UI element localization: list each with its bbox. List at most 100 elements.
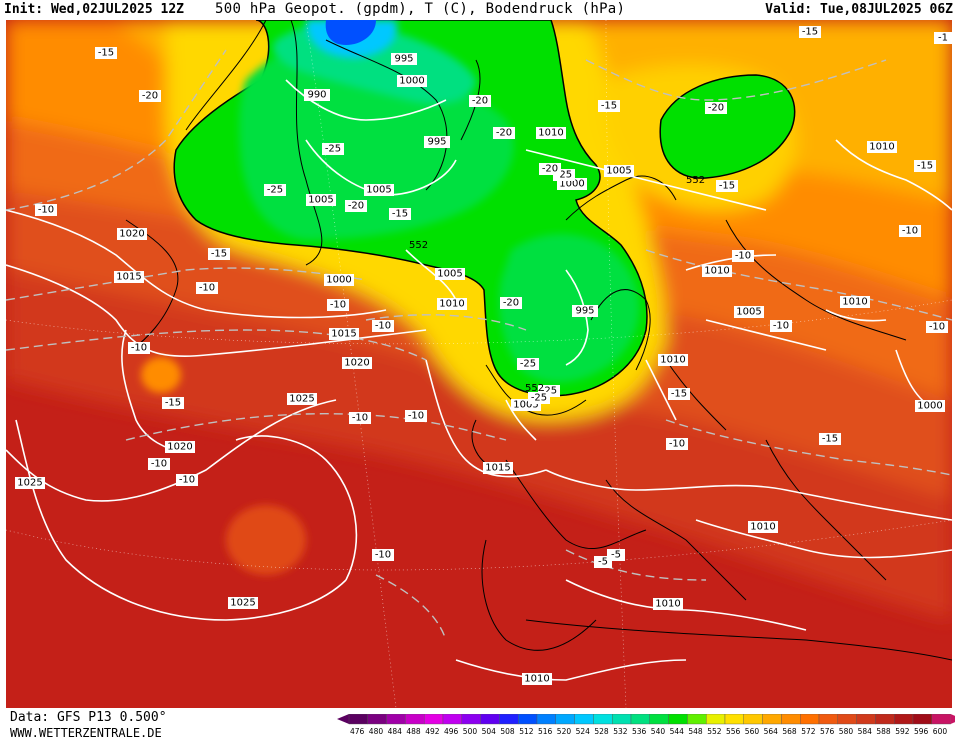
pressure-label: 1005	[734, 306, 764, 318]
svg-text:-10: -10	[735, 251, 751, 262]
colorbar-cell	[912, 714, 932, 725]
svg-text:-15: -15	[802, 27, 818, 38]
svg-text:-20: -20	[496, 128, 512, 139]
temperature-label: -10	[349, 412, 371, 424]
temperature-label: -25	[528, 392, 550, 404]
colorbar-tick-label: 476	[350, 727, 365, 736]
pressure-label: 1005	[364, 184, 394, 196]
svg-text:-5: -5	[611, 550, 621, 561]
pressure-label: 1000	[397, 75, 427, 87]
temperature-label: -15	[716, 180, 738, 192]
colorbar-cell	[687, 714, 707, 725]
temperature-label: -5	[594, 556, 612, 568]
pressure-label: 1010	[702, 265, 732, 277]
svg-text:-15: -15	[98, 48, 114, 59]
colorbar-tick-label: 572	[801, 727, 816, 736]
pressure-label: 1010	[536, 127, 566, 139]
pressure-label: 1020	[117, 228, 147, 240]
pressure-label: 995	[391, 53, 417, 65]
height-label: 552	[686, 175, 705, 186]
svg-text:1010: 1010	[869, 142, 894, 153]
colorbar-tick-label: 504	[482, 727, 497, 736]
temperature-label: -10	[35, 204, 57, 216]
svg-text:-25: -25	[267, 185, 283, 196]
pressure-label: 1010	[653, 598, 683, 610]
pressure-label: 1010	[748, 521, 778, 533]
colorbar-tick-label: 528	[594, 727, 609, 736]
svg-text:995: 995	[394, 54, 413, 65]
isobars	[6, 79, 952, 681]
map-canvas: 995 990 1000 995 1005 1005 1010 1005 100…	[6, 20, 952, 708]
colorbar-cell	[574, 714, 594, 725]
temperature-label: -15	[799, 26, 821, 38]
header-bar: Init: Wed,02JUL2025 12Z 500 hPa Geopot. …	[0, 0, 959, 20]
svg-text:995: 995	[575, 306, 594, 317]
pressure-label: 1020	[165, 441, 195, 453]
color-legend: 476 480 484 488 492 496 500 504 508 512 516 520 524 5…	[337, 714, 955, 736]
temperature-label: -15	[95, 47, 117, 59]
svg-text:1025: 1025	[289, 394, 314, 405]
colorbar-cell	[743, 714, 763, 725]
colorbar-tick-label: 580	[839, 727, 854, 736]
svg-text:1020: 1020	[344, 358, 369, 369]
svg-text:1000: 1000	[917, 401, 942, 412]
svg-text:1005: 1005	[513, 400, 538, 411]
colorbar-cell	[461, 714, 481, 725]
colorbar-cell	[931, 714, 951, 725]
colorbar-tick-label: 592	[895, 727, 910, 736]
svg-text:-10: -10	[773, 321, 789, 332]
svg-text:995: 995	[427, 137, 446, 148]
colorbar-tick-label: 564	[764, 727, 779, 736]
pressure-label: 1015	[483, 462, 513, 474]
svg-text:1005: 1005	[736, 307, 761, 318]
svg-text:1005: 1005	[366, 185, 391, 196]
colorbar-cell	[423, 714, 444, 725]
colorbar-tick-label: 576	[820, 727, 835, 736]
svg-text:-25: -25	[531, 393, 547, 404]
temperature-label: -20	[705, 102, 727, 114]
pressure-label: 990	[304, 89, 330, 101]
height-label: 552	[409, 240, 428, 251]
colorbar-cell	[367, 714, 387, 725]
colorbar-tick-label: 512	[519, 727, 534, 736]
pressure-label: 1015	[114, 271, 144, 283]
colorbar-cell	[762, 714, 782, 725]
colorbar-cell	[612, 714, 632, 725]
svg-text:-20: -20	[542, 164, 558, 175]
colorbar-cell	[706, 714, 726, 725]
init-time: Init: Wed,02JUL2025 12Z	[4, 2, 185, 17]
svg-text:1025: 1025	[230, 598, 255, 609]
colorbar-tick-label: 532	[613, 727, 628, 736]
svg-text:1020: 1020	[167, 442, 192, 453]
pressure-label-layer: 995 990 1000 995 1005 1005 1010 1005 100…	[15, 53, 945, 685]
pressure-label: 995	[424, 136, 450, 148]
colorbar-tick-label: 548	[688, 727, 703, 736]
svg-text:1010: 1010	[524, 674, 549, 685]
pressure-label: 1005	[604, 165, 634, 177]
svg-text:-10: -10	[199, 283, 215, 294]
temperature-label: -20	[493, 127, 515, 139]
temperature-label: -20	[139, 90, 161, 102]
colorbar-cell	[894, 714, 914, 725]
svg-text:-10: -10	[375, 550, 391, 561]
temperature-label: -15	[914, 160, 936, 172]
svg-text:-20: -20	[708, 103, 724, 114]
temperature-label: -25	[517, 358, 539, 370]
svg-text:-25: -25	[325, 144, 341, 155]
temperature-label: -20	[469, 95, 491, 107]
pressure-label: 1010	[867, 141, 897, 153]
colorbar-tick-label: 492	[425, 727, 440, 736]
colorbar-tick-label: 488	[406, 727, 421, 736]
colorbar-cell	[517, 714, 538, 725]
svg-text:-15: -15	[671, 389, 687, 400]
temperature-label: -20	[539, 163, 561, 175]
svg-text:-15: -15	[165, 398, 181, 409]
svg-text:-5: -5	[598, 557, 608, 568]
weather-map: 995 990 1000 995 1005 1005 1010 1005 100…	[6, 20, 952, 708]
pressure-label: 1020	[342, 357, 372, 369]
pressure-label: 1010	[658, 354, 688, 366]
colorbar-cell	[649, 714, 669, 725]
website-credit: WWW.WETTERZENTRALE.DE	[10, 726, 162, 740]
svg-text:-10: -10	[330, 300, 346, 311]
temperature-label: -10	[128, 342, 150, 354]
